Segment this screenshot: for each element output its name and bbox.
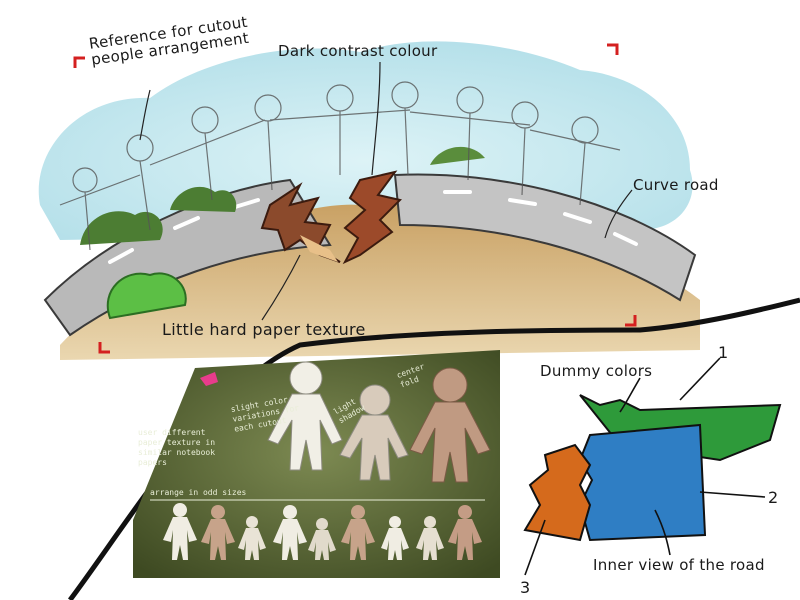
road-crack [260,170,402,265]
top-road-sketch [38,41,700,360]
label-paper-texture: Little hard paper texture [162,320,366,339]
label-curve-road: Curve road [633,176,719,194]
paper-cutout-panel [133,350,500,578]
blue-layer [578,423,707,542]
bushes [80,146,485,320]
note-paper-textures: user different paper texture in similar … [138,428,216,467]
sketch-cutout-people [59,81,621,251]
lane-markings [108,190,638,264]
annotation-leaders [139,61,633,321]
road-inner-diagram [523,357,782,576]
large-cutouts [267,361,491,483]
diagram-leaders [524,357,766,576]
callout-number-3: 3 [520,578,531,597]
crop-marks [73,43,637,354]
label-inner-view: Inner view of the road [593,556,765,574]
pink-tab [200,372,218,386]
label-dummy-colors: Dummy colors [540,362,653,380]
callout-number-1: 1 [718,343,729,362]
small-cutout-row [163,503,482,560]
right-road [393,173,697,302]
label-dark-contrast: Dark contrast colour [278,42,438,60]
orange-layer [523,443,592,542]
note-odd-sizes: arrange in odd sizes [150,488,247,497]
callout-number-2: 2 [768,488,779,507]
